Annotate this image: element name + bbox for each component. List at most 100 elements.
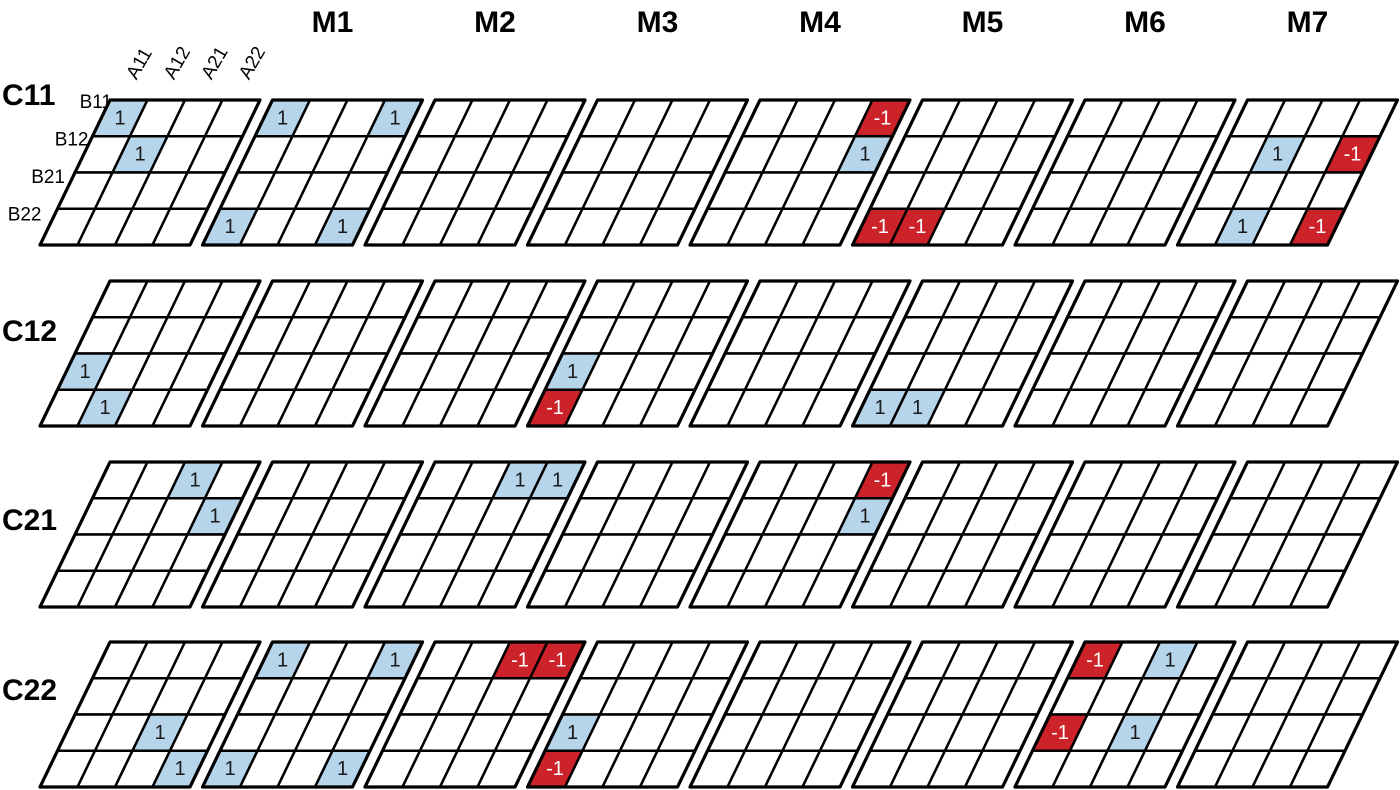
- grid-outline: [363, 460, 587, 609]
- matrix-grid: [1013, 460, 1237, 609]
- grid-outline: [525, 640, 750, 789]
- matrix-grid: 11: [38, 98, 262, 247]
- matrix-grid: 11: [38, 640, 262, 789]
- cell-value: 1: [79, 361, 90, 383]
- matrix-grid: [1175, 640, 1400, 789]
- row-label: C12: [2, 315, 57, 348]
- matrix-grid: [850, 460, 1075, 609]
- grid-outline: [1013, 640, 1237, 789]
- cell-value: 1: [224, 758, 235, 780]
- matrix-grid: [363, 98, 587, 247]
- matrix-grid: [850, 640, 1075, 789]
- cell-value: -1: [1344, 144, 1362, 166]
- b-label: B12: [55, 130, 89, 151]
- matrix-grid: [200, 460, 425, 609]
- cell-value: 1: [114, 107, 125, 129]
- grid-outline: [1175, 98, 1400, 247]
- matrix-grid: -1 1 -1 1: [1013, 640, 1237, 789]
- matrix-grid: [688, 640, 912, 789]
- column-header: M3: [637, 6, 679, 39]
- grid-outline: [850, 98, 1075, 247]
- column-header: M1: [312, 6, 354, 39]
- cell-value: 1: [567, 722, 578, 744]
- b-label: B22: [8, 205, 42, 226]
- column-header: M5: [962, 6, 1004, 39]
- a-label: A12: [160, 43, 195, 83]
- matrix-grid: [1013, 279, 1237, 428]
- cell-value: 1: [277, 107, 288, 129]
- cell-value: -1: [874, 469, 892, 491]
- b-label: B11: [80, 92, 112, 113]
- cell-value: 1: [189, 469, 200, 491]
- matrix-grid: [363, 279, 587, 428]
- cell-value: 1: [277, 649, 288, 671]
- cell-value: 1: [337, 216, 348, 238]
- a-label: A21: [197, 43, 232, 83]
- grid-outline: [363, 98, 587, 247]
- row-label: C22: [2, 674, 57, 707]
- grid-outline: [688, 640, 912, 789]
- grid-outline: [200, 98, 425, 247]
- matrix-grid: 1 -1 1 -1: [1175, 98, 1400, 247]
- cell-value: 1: [99, 397, 110, 419]
- cell-value: -1: [511, 649, 529, 671]
- cell-value: -1: [1309, 216, 1327, 238]
- cell-value: 1: [174, 758, 185, 780]
- cell-value: 1: [1237, 216, 1248, 238]
- column-header: M6: [1124, 6, 1166, 39]
- matrix-grid: -11: [688, 460, 912, 609]
- cell-value: 1: [514, 469, 525, 491]
- cell-value: 1: [1164, 649, 1175, 671]
- grid-outline: [850, 640, 1075, 789]
- grid-outline: [688, 98, 912, 247]
- grid-outline: [38, 460, 262, 609]
- cell-value: 1: [389, 649, 400, 671]
- cell-value: 1: [859, 144, 870, 166]
- column-header: M2: [474, 6, 516, 39]
- grid-outline: [688, 279, 912, 428]
- grid-outline: [850, 460, 1075, 609]
- cell-value: 1: [859, 506, 870, 528]
- grid-outline: [1175, 279, 1400, 428]
- cell-value: 1: [874, 397, 885, 419]
- matrix-grid: 1-1: [525, 640, 750, 789]
- matrix-grid: 1 1 1 1: [200, 98, 425, 247]
- cell-value: 1: [337, 758, 348, 780]
- grid-outline: [1013, 279, 1237, 428]
- column-header: M7: [1287, 6, 1329, 39]
- cell-value: -1: [1086, 649, 1104, 671]
- grid-outline: [688, 460, 912, 609]
- a-label: A22: [235, 43, 270, 83]
- cell-value: -1: [874, 107, 892, 129]
- grid-outline: [850, 279, 1075, 428]
- matrix-grid: [200, 279, 425, 428]
- b-label: B21: [31, 167, 65, 188]
- grid-outline: [1175, 460, 1400, 609]
- cell-value: -1: [546, 758, 564, 780]
- cell-value: 1: [224, 216, 235, 238]
- matrix-grid: [525, 98, 750, 247]
- matrix-grid: [1175, 279, 1400, 428]
- cell-value: 1: [389, 107, 400, 129]
- row-label: C11: [2, 79, 55, 112]
- cell-value: -1: [1051, 722, 1069, 744]
- grid-outline: [38, 98, 262, 247]
- grid-outline: [200, 279, 425, 428]
- matrix-grid: [525, 460, 750, 609]
- matrix-grid: -11: [688, 98, 912, 247]
- grid-outline: [200, 460, 425, 609]
- matrix-grid: [1013, 98, 1237, 247]
- cell-value: 1: [552, 469, 563, 491]
- a-label: A11: [122, 44, 156, 83]
- grid-outline: [363, 279, 587, 428]
- cell-value: 1: [154, 722, 165, 744]
- grid-outline: [363, 640, 587, 789]
- matrix-grid: [688, 279, 912, 428]
- matrix-grid: [1175, 460, 1400, 609]
- grid-outline: [38, 640, 262, 789]
- cell-value: 1: [567, 361, 578, 383]
- row-label: C21: [2, 504, 57, 537]
- column-header: M4: [799, 6, 841, 39]
